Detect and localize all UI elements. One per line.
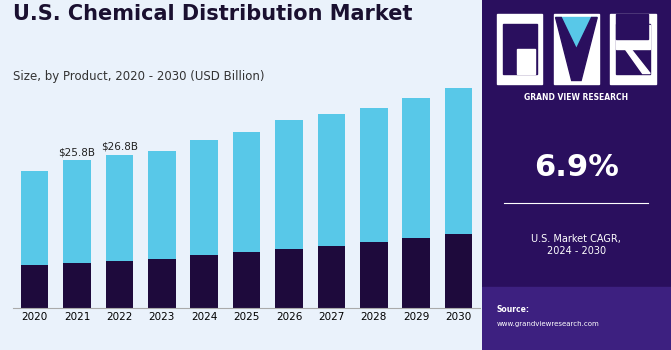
Bar <box>21 265 48 308</box>
Bar <box>317 246 345 308</box>
Bar <box>517 49 535 74</box>
Bar <box>616 25 650 49</box>
Text: U.S. Market CAGR,
2024 - 2030: U.S. Market CAGR, 2024 - 2030 <box>531 234 621 256</box>
Text: $25.8B: $25.8B <box>58 147 95 158</box>
Bar <box>105 261 133 308</box>
Text: U.S. Chemical Distribution Market: U.S. Chemical Distribution Market <box>13 4 413 23</box>
Bar <box>497 14 542 84</box>
Text: GRAND VIEW RESEARCH: GRAND VIEW RESEARCH <box>524 93 629 103</box>
Bar <box>554 14 599 84</box>
Bar <box>403 98 430 238</box>
Text: $26.8B: $26.8B <box>101 142 138 152</box>
Bar <box>148 151 176 259</box>
Text: 6.9%: 6.9% <box>534 154 619 182</box>
Bar <box>611 14 656 84</box>
Polygon shape <box>556 18 597 52</box>
Bar <box>445 234 472 308</box>
Text: Size, by Product, 2020 - 2030 (USD Billion): Size, by Product, 2020 - 2030 (USD Billi… <box>13 70 265 83</box>
Bar <box>616 25 650 74</box>
Bar <box>275 120 303 249</box>
Bar <box>360 107 388 242</box>
Bar <box>360 242 388 308</box>
Text: www.grandviewresearch.com: www.grandviewresearch.com <box>497 321 600 327</box>
Bar <box>63 160 91 263</box>
Bar <box>63 263 91 308</box>
Bar <box>275 249 303 308</box>
Bar <box>191 255 218 308</box>
Bar <box>503 25 537 74</box>
Bar <box>233 132 260 252</box>
Bar <box>148 259 176 308</box>
Bar <box>233 252 260 308</box>
Polygon shape <box>556 18 597 80</box>
Bar <box>21 170 48 265</box>
Polygon shape <box>625 49 650 74</box>
Text: Source:: Source: <box>497 305 530 314</box>
Bar <box>191 140 218 255</box>
Bar <box>616 14 648 38</box>
Bar <box>317 114 345 246</box>
Bar <box>403 238 430 308</box>
Bar <box>105 154 133 261</box>
Bar <box>445 88 472 234</box>
Bar <box>482 287 671 350</box>
